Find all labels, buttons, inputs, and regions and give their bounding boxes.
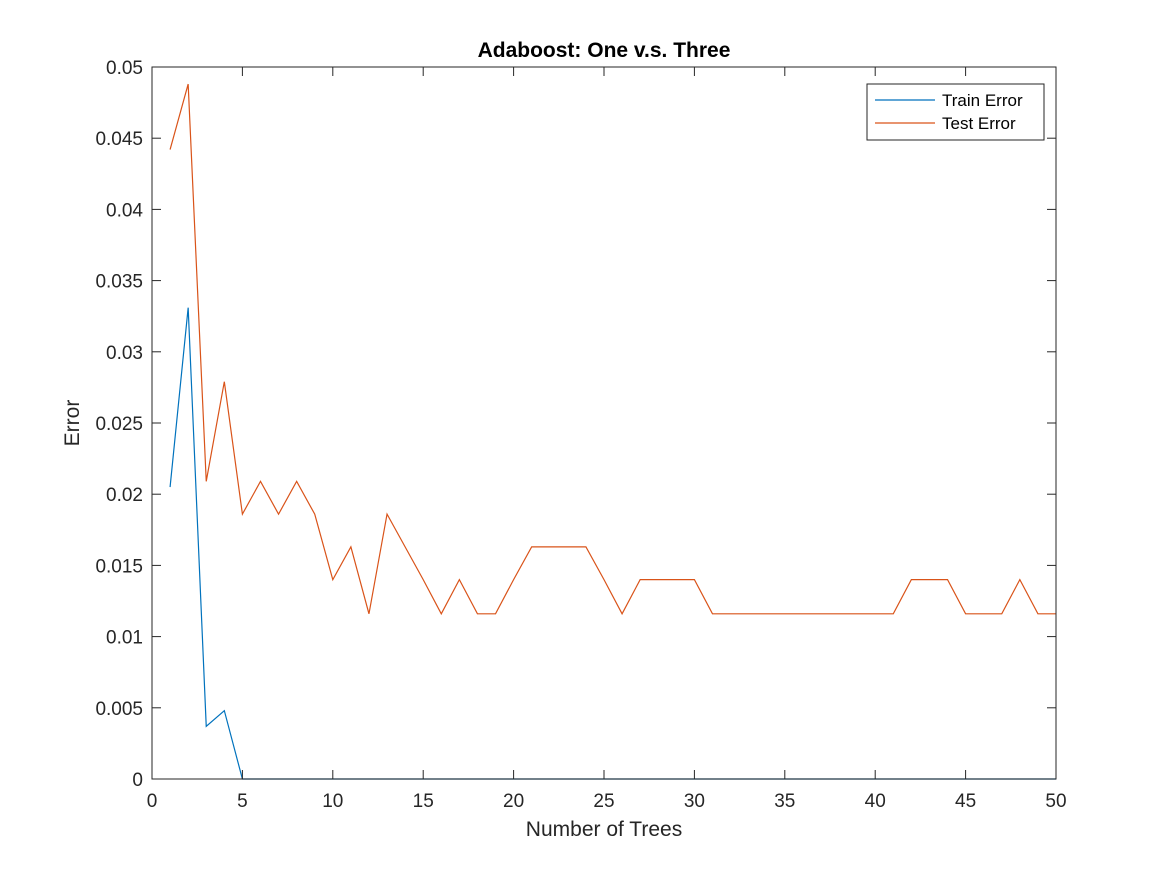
y-tick-label: 0.03	[106, 343, 143, 364]
y-tick-label: 0.05	[106, 58, 143, 79]
y-tick-label: 0.02	[106, 485, 143, 506]
x-tick-label: 10	[322, 791, 343, 812]
x-tick-label: 0	[147, 791, 158, 812]
x-tick-label: 30	[684, 791, 705, 812]
x-tick-label: 50	[1045, 791, 1066, 812]
y-tick-label: 0.04	[106, 200, 143, 221]
series-layer	[169, 83, 1056, 780]
x-tick-label: 5	[237, 791, 248, 812]
x-tick-label: 35	[774, 791, 795, 812]
chart-title: Adaboost: One v.s. Three	[478, 39, 731, 62]
x-tick-label: 25	[593, 791, 614, 812]
series-line-test-error	[169, 83, 1056, 616]
y-tick-label: 0.035	[95, 272, 143, 293]
y-tick-label: 0.045	[95, 129, 143, 150]
series-line-train-error	[169, 307, 1056, 780]
x-axis-label: Number of Trees	[526, 818, 682, 841]
axes-box	[151, 66, 1057, 780]
legend-label-train-error: Train Error	[942, 91, 1023, 110]
y-tick-label: 0.025	[95, 414, 143, 435]
legend-label-test-error: Test Error	[942, 114, 1016, 133]
legend: Train Error Test Error	[866, 83, 1045, 141]
legend-box	[866, 83, 1045, 141]
ticks-layer: 0 5 10 15 20 25 30 35 40 45 50 0 0.005 0.01 0.015 0.02 0…	[95, 58, 1066, 812]
y-tick-label: 0	[132, 770, 143, 791]
x-tick-label: 20	[503, 791, 524, 812]
y-tick-label: 0.01	[106, 628, 143, 649]
y-axis-label: Error	[61, 400, 84, 447]
y-tick-label: 0.015	[95, 556, 143, 577]
x-tick-label: 45	[955, 791, 976, 812]
y-tick-label: 0.005	[95, 699, 143, 720]
x-tick-label: 15	[413, 791, 434, 812]
x-tick-label: 40	[865, 791, 886, 812]
